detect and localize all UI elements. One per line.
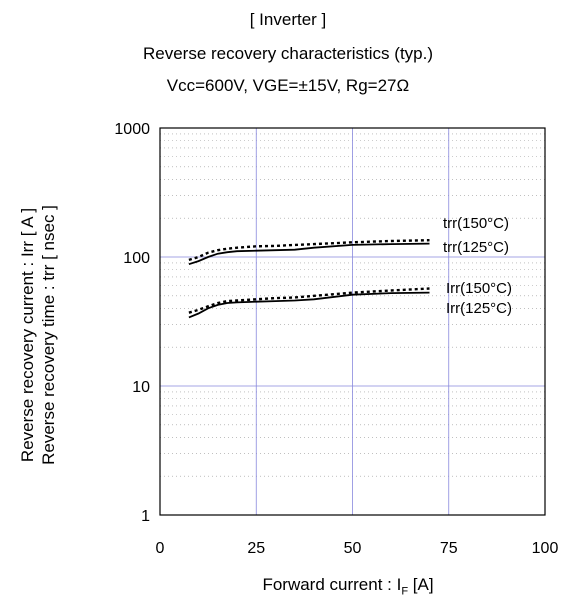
- y-tick-label: 1: [141, 508, 150, 525]
- x-tick-label: 25: [247, 540, 265, 557]
- x-axis-label-subscript: F: [401, 585, 409, 598]
- chart-title-inverter: [ Inverter ]: [249, 10, 327, 29]
- x-tick-label: 75: [440, 540, 458, 557]
- y-tick-label: 10: [132, 379, 150, 396]
- series-group: [188, 239, 430, 319]
- series-line-1: [188, 239, 430, 262]
- chart-subtitle-conditions: Vcc=600V, VGE=±15V, Rg=27Ω: [166, 76, 410, 95]
- y-tick-label: 100: [123, 250, 150, 267]
- axes-frame: [159, 127, 546, 516]
- x-tick-label: 100: [532, 540, 559, 557]
- series-line-3: [188, 287, 430, 314]
- plot-frame: [159, 127, 546, 516]
- x-tick-label: 0: [156, 540, 165, 557]
- series-label-3: Irr(150°C): [446, 280, 512, 297]
- series-label-2: trr(125°C): [443, 239, 509, 256]
- x-tick-label: 50: [344, 540, 362, 557]
- x-axis-label-main: Forward current : I: [262, 575, 402, 594]
- series-line-2: [188, 242, 430, 266]
- series-labels: trr(150°C) trr(125°C) Irr(150°C) Irr(125°C): [443, 215, 512, 317]
- series-label-4: Irr(125°C): [446, 300, 512, 317]
- chart-title: Reverse recovery characteristics (typ.): [142, 44, 434, 63]
- tick-labels: 0 25 50 75 100 1 10 100 1000: [114, 121, 558, 557]
- x-axis-label-unit: [A]: [408, 575, 434, 594]
- series-line-4: [188, 291, 430, 319]
- y-axis-label-line-1: Reverse recovery current : Irr [ A ]: [18, 208, 37, 462]
- series-label-1: trr(150°C): [443, 215, 509, 232]
- y-axis-label: Reverse recovery current : Irr [ A ] Rev…: [18, 205, 58, 465]
- y-axis-label-line-2: Reverse recovery time : trr [ nsec ]: [39, 205, 58, 465]
- y-tick-label: 1000: [114, 121, 150, 138]
- x-axis-label: Forward current : IF [A]: [0, 575, 576, 601]
